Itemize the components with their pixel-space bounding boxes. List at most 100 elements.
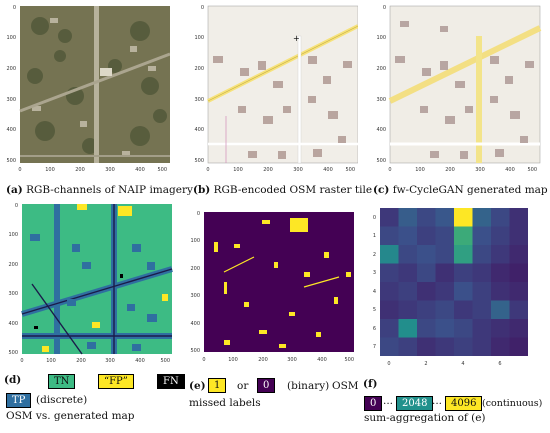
tick-x: 0 [206,167,209,173]
panel-letter: (c) [373,184,390,196]
heatmap-cell [435,282,454,301]
tick-y: 0 [197,211,200,217]
caption-c: (c) fw-CycleGAN generated map [373,184,548,197]
heatmap-cell [398,337,417,356]
heatmap-cell [435,263,454,282]
legend-continuous-text: (continuous) [482,398,543,409]
caption-f-letter: (f) [363,378,377,391]
tick-x: 0 [20,358,23,364]
tick-x: 0 [388,167,391,173]
heatmap-cell [509,319,528,338]
heatmap-cell [454,319,473,338]
naip-imagery-panel: 0 100 200 300 400 500 0 100 200 300 400 … [6,5,170,173]
heatmap-cell [454,245,473,264]
legend-tn-swatch: TN [48,374,76,389]
heat-tick-y: 6 [373,326,376,332]
tick-y: 400 [6,127,16,133]
heatmap-cell [509,208,528,227]
caption-d-text: OSM vs. generated map [6,410,135,422]
heatmap-cell [491,319,510,338]
tick-y: 200 [8,262,18,268]
tick-y: 300 [194,97,204,103]
tick-x: 300 [105,167,115,173]
tick-y: 200 [190,266,200,272]
legend-2048-swatch: 2048 [396,396,434,411]
heatmap-cell [417,282,436,301]
panel-letter: (a) [6,184,23,196]
heatmap-cell [509,282,528,301]
heatmap-cell [398,300,417,319]
caption-d-line1: (d) [4,374,21,387]
panel-letter: (b) [193,184,211,196]
heatmap-cell [491,245,510,264]
heatmap-cell [417,226,436,245]
heatmap-cell [398,226,417,245]
tick-x: 500 [527,167,537,173]
legend-fp-swatch: “FP” [98,374,134,389]
tick-y: 100 [6,35,16,41]
legend-or-text: or [237,380,249,392]
tick-y: 0 [15,203,18,209]
heatmap-cell [435,245,454,264]
heatmap-cell [509,226,528,245]
tick-y: 500 [190,348,200,354]
legend-tp-swatch: TP [6,393,32,408]
caption-a: (a) RGB-channels of NAIP imagery [6,184,193,197]
tick-y: 0 [13,5,16,11]
missed-labels-panel: 0 100 200 300 400 500 0 100 200 300 400 … [190,211,354,363]
tick-x: 300 [475,167,485,173]
caption-b: (b) RGB-encoded OSM raster tile [193,184,372,197]
heatmap-cell [435,319,454,338]
heat-tick-x: 2 [424,361,427,367]
legend-dots: ... [383,395,394,407]
heatmap-cell [491,263,510,282]
heatmap-cell [435,300,454,319]
caption-text: RGB-encoded OSM raster tile [213,184,373,196]
heatmap-cell [472,226,491,245]
heatmap-panel: 0 1 2 3 4 5 6 7 0 2 4 6 [373,208,528,367]
tick-x: 300 [105,358,115,364]
tick-x: 500 [345,167,355,173]
heatmap-cell [417,245,436,264]
caption-f-text: sum-aggregation of (e) [364,412,486,424]
osm-raster-panel: + 0 100 200 300 400 500 0 100 200 300 40… [194,5,358,173]
tick-x: 200 [76,358,86,364]
heatmap-cell [417,208,436,227]
tick-y: 100 [190,238,200,244]
heatmap-cell [509,245,528,264]
tick-x: 100 [45,167,55,173]
tick-y: 0 [201,5,204,11]
tick-x: 200 [263,167,273,173]
heatmap-cell [509,337,528,356]
heatmap-cell [472,282,491,301]
legend-one-swatch: 1 [208,378,227,393]
tick-x: 100 [415,167,425,173]
heatmap-cell [435,337,454,356]
heat-tick-y: 5 [373,307,376,313]
tick-y: 500 [8,350,18,356]
heatmap-cell [491,337,510,356]
legend-osm-text: OSM [332,380,359,392]
tick-y: 500 [376,158,386,164]
legend-fn-swatch: FN [157,374,185,389]
heatmap-cell [472,300,491,319]
tick-y: 400 [190,321,200,327]
tick-y: 500 [6,158,16,164]
tick-y: 500 [194,158,204,164]
caption-e-text: missed labels [189,397,261,409]
caption-text: RGB-channels of NAIP imagery [26,184,193,196]
legend-zero-swatch: 0 [257,378,276,393]
heatmap-cell [491,300,510,319]
heat-tick-y: 3 [373,270,376,276]
heat-tick-y: 0 [373,215,376,221]
heatmap-cell [398,245,417,264]
heatmap-cell [454,300,473,319]
tick-y: 400 [194,127,204,133]
legend-dots: ... [432,395,443,407]
panel-letter: (d) [4,374,22,386]
panel-letter: (f) [363,378,378,390]
heatmap-cell [417,337,436,356]
heatmap-cell [380,300,399,319]
heat-tick-x: 0 [387,361,390,367]
generated-map-panel: 0 100 200 300 400 500 0 100 200 300 400 … [376,5,542,173]
